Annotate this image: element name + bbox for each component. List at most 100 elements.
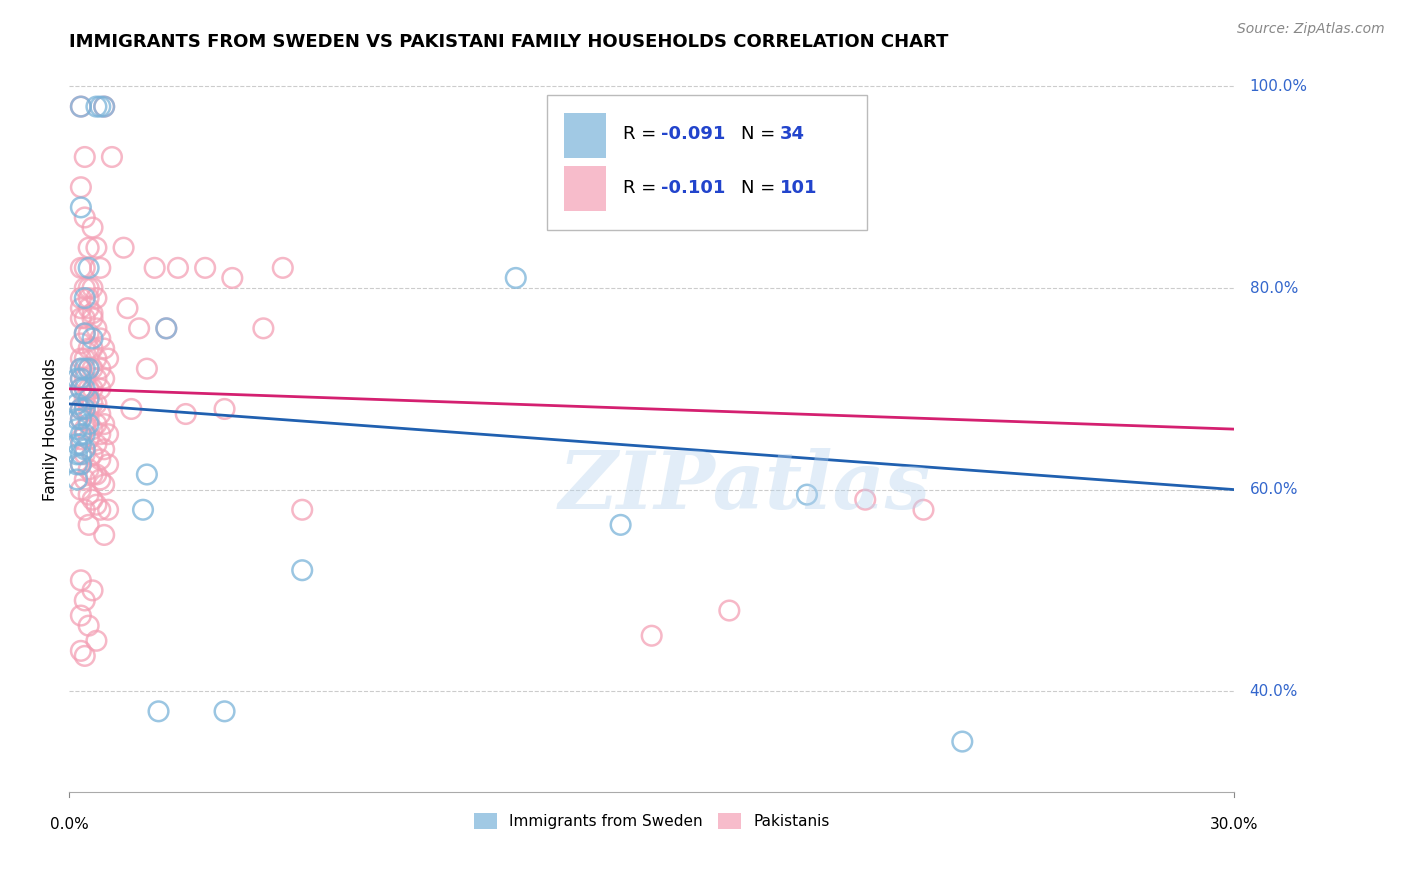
Point bbox=[82, 447, 104, 461]
Text: IMMIGRANTS FROM SWEDEN VS PAKISTANI FAMILY HOUSEHOLDS CORRELATION CHART: IMMIGRANTS FROM SWEDEN VS PAKISTANI FAMI… bbox=[69, 33, 949, 51]
Point bbox=[66, 412, 89, 426]
Point bbox=[77, 401, 100, 416]
Point bbox=[291, 563, 314, 577]
Point bbox=[117, 301, 139, 315]
Point bbox=[112, 241, 135, 255]
Point bbox=[70, 483, 93, 497]
Point bbox=[562, 100, 585, 114]
Point bbox=[77, 291, 100, 305]
Point bbox=[82, 342, 104, 356]
Point bbox=[70, 412, 93, 426]
Text: 60.0%: 60.0% bbox=[1250, 482, 1298, 497]
Text: N =: N = bbox=[741, 125, 782, 143]
Point bbox=[853, 492, 876, 507]
Point bbox=[135, 467, 157, 482]
Point bbox=[70, 437, 93, 451]
Point bbox=[70, 260, 93, 275]
Point bbox=[70, 351, 93, 366]
Point bbox=[77, 281, 100, 295]
Point bbox=[89, 427, 111, 442]
FancyBboxPatch shape bbox=[564, 113, 606, 159]
Point bbox=[73, 211, 96, 225]
Point bbox=[70, 644, 93, 658]
Point bbox=[70, 432, 93, 446]
Point bbox=[82, 281, 104, 295]
Point bbox=[66, 458, 89, 472]
Point bbox=[82, 467, 104, 482]
Point bbox=[73, 427, 96, 442]
Point bbox=[73, 361, 96, 376]
Text: R =: R = bbox=[623, 125, 662, 143]
Point bbox=[194, 260, 217, 275]
Point bbox=[82, 397, 104, 411]
Point bbox=[70, 427, 93, 442]
Text: 80.0%: 80.0% bbox=[1250, 280, 1298, 295]
Point bbox=[101, 150, 124, 164]
Point bbox=[93, 442, 115, 457]
Point bbox=[82, 422, 104, 436]
Point bbox=[86, 321, 108, 335]
Point bbox=[73, 447, 96, 461]
Point bbox=[73, 392, 96, 406]
Point bbox=[82, 306, 104, 320]
Point bbox=[70, 100, 93, 114]
Text: Source: ZipAtlas.com: Source: ZipAtlas.com bbox=[1237, 22, 1385, 37]
Point bbox=[77, 462, 100, 476]
Point bbox=[73, 593, 96, 607]
Point bbox=[73, 401, 96, 416]
Point bbox=[73, 291, 96, 305]
Point bbox=[73, 281, 96, 295]
Point bbox=[70, 382, 93, 396]
Point bbox=[70, 382, 93, 396]
Point bbox=[70, 401, 93, 416]
Point bbox=[66, 422, 89, 436]
Point bbox=[77, 361, 100, 376]
Point bbox=[70, 458, 93, 472]
Point bbox=[86, 372, 108, 386]
Point bbox=[77, 342, 100, 356]
Point bbox=[70, 447, 93, 461]
Point bbox=[77, 392, 100, 406]
Point bbox=[77, 392, 100, 406]
Point bbox=[214, 704, 236, 718]
Point bbox=[291, 502, 314, 516]
FancyBboxPatch shape bbox=[564, 167, 606, 211]
Point bbox=[718, 603, 741, 617]
Point bbox=[93, 417, 115, 431]
Point bbox=[77, 517, 100, 532]
Point bbox=[70, 311, 93, 326]
Point bbox=[77, 488, 100, 502]
Text: 40.0%: 40.0% bbox=[1250, 683, 1298, 698]
Point bbox=[73, 326, 96, 341]
Point bbox=[505, 271, 527, 285]
Point bbox=[70, 458, 93, 472]
Point bbox=[73, 326, 96, 341]
FancyBboxPatch shape bbox=[547, 95, 868, 229]
Point bbox=[77, 301, 100, 315]
Point bbox=[89, 361, 111, 376]
Point bbox=[82, 311, 104, 326]
Point bbox=[73, 372, 96, 386]
Text: -0.101: -0.101 bbox=[661, 179, 725, 197]
Point bbox=[73, 422, 96, 436]
Point bbox=[70, 574, 93, 588]
Point bbox=[167, 260, 190, 275]
Point bbox=[93, 100, 115, 114]
Point bbox=[82, 331, 104, 345]
Point bbox=[97, 458, 120, 472]
Point bbox=[86, 498, 108, 512]
Point bbox=[77, 618, 100, 632]
Point bbox=[93, 372, 115, 386]
Point bbox=[155, 321, 177, 335]
Point bbox=[77, 361, 100, 376]
Point bbox=[609, 517, 631, 532]
Point bbox=[89, 407, 111, 421]
Point bbox=[89, 100, 111, 114]
Point bbox=[214, 401, 236, 416]
Point bbox=[73, 648, 96, 663]
Point bbox=[77, 382, 100, 396]
Text: R =: R = bbox=[623, 179, 662, 197]
Text: 0.0%: 0.0% bbox=[49, 817, 89, 832]
Point bbox=[89, 260, 111, 275]
Point bbox=[89, 382, 111, 396]
